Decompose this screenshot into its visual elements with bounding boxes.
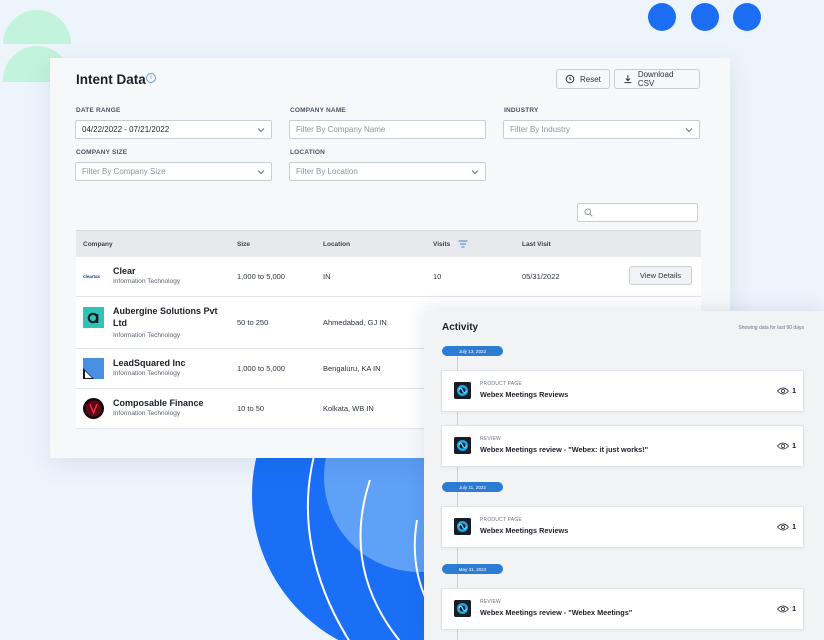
company-name-input[interactable]: Filter By Company Name xyxy=(289,120,486,139)
aubergine-logo xyxy=(83,307,104,328)
decor-dot xyxy=(691,3,719,31)
activity-type: PRODUCT PAGE xyxy=(480,381,522,387)
timeline-date-pill: May 31, 2022 xyxy=(442,564,503,574)
reset-button[interactable]: Reset xyxy=(556,69,610,89)
reset-icon xyxy=(565,74,575,84)
activity-card[interactable]: REVIEW Webex Meetings review - "Webex Me… xyxy=(441,588,804,630)
company-size-label: COMPANY SIZE xyxy=(76,149,128,156)
activity-page-title: Webex Meetings review - "Webex Meetings" xyxy=(480,608,633,617)
industry-label: INDUSTRY xyxy=(504,107,539,114)
table-header: Company Size Location Visits Last Visit xyxy=(76,230,701,257)
date-range-label: DATE RANGE xyxy=(76,107,121,114)
webex-icon xyxy=(454,518,471,535)
column-header-visits[interactable]: Visits xyxy=(433,241,451,248)
download-csv-button[interactable]: Download CSV xyxy=(614,69,700,89)
webex-icon xyxy=(454,600,471,617)
company-size: 1,000 to 5,000 xyxy=(237,272,285,281)
view-count: 1 xyxy=(792,522,797,531)
company-size: 50 to 250 xyxy=(237,318,269,327)
company-name-label: COMPANY NAME xyxy=(290,107,346,114)
download-csv-label: Download CSV xyxy=(637,70,674,88)
company-size: 10 to 50 xyxy=(237,404,265,413)
decor-dot xyxy=(733,3,761,31)
timeline-line xyxy=(457,345,458,640)
eye-icon xyxy=(777,605,789,613)
eye-icon xyxy=(777,387,789,395)
company-location: Bengaluru, KA IN xyxy=(323,364,381,373)
table-search-input[interactable] xyxy=(577,203,698,222)
table-row[interactable]: cleartax Clear Information Technology 1,… xyxy=(76,257,701,297)
search-icon xyxy=(584,208,593,217)
company-location: IN xyxy=(323,272,331,281)
chevron-down-icon xyxy=(257,169,265,174)
company-industry: Information Technology xyxy=(113,370,181,377)
location-label: LOCATION xyxy=(290,149,326,156)
leadsquared-logo xyxy=(83,358,104,379)
company-name: LeadSquared Inc xyxy=(113,358,186,368)
info-icon[interactable]: i xyxy=(146,73,156,83)
activity-card[interactable]: REVIEW Webex Meetings review - "Webex: i… xyxy=(441,425,804,467)
eye-icon xyxy=(777,523,789,531)
column-header-last-visit[interactable]: Last Visit xyxy=(522,241,551,248)
industry-select[interactable]: Filter By Industry xyxy=(503,120,700,139)
cleartax-logo: cleartax xyxy=(83,274,101,279)
company-size-select[interactable]: Filter By Company Size xyxy=(75,162,272,181)
company-location: Ahmedabad, GJ IN xyxy=(323,318,387,327)
industry-placeholder: Filter By Industry xyxy=(510,125,571,134)
view-count: 1 xyxy=(792,441,797,450)
date-range-select[interactable]: 04/22/2022 - 07/21/2022 xyxy=(75,120,272,139)
company-visits: 10 xyxy=(433,272,442,281)
date-range-value: 04/22/2022 - 07/21/2022 xyxy=(82,125,170,134)
view-count: 1 xyxy=(792,604,797,613)
company-industry: Information Technology xyxy=(113,332,181,339)
activity-title: Activity xyxy=(442,322,479,333)
chevron-down-icon xyxy=(257,127,265,132)
company-last-visit: 05/31/2022 xyxy=(522,272,560,281)
reset-label: Reset xyxy=(580,74,601,84)
company-name: Clear xyxy=(113,266,136,276)
activity-card[interactable]: PRODUCT PAGE Webex Meetings Reviews 1 xyxy=(441,370,804,412)
company-industry: Information Technology xyxy=(113,278,181,285)
webex-icon xyxy=(454,382,471,399)
company-location: Kolkata, WB IN xyxy=(323,404,374,413)
activity-panel: Activity Showing data for last 90 days J… xyxy=(424,311,824,640)
activity-page-title: Webex Meetings Reviews xyxy=(480,390,569,399)
download-icon xyxy=(624,75,632,84)
timeline-date-pill: July 13, 2022 xyxy=(442,346,503,356)
activity-type: REVIEW xyxy=(480,436,501,442)
location-placeholder: Filter By Location xyxy=(296,167,358,176)
view-count: 1 xyxy=(792,386,797,395)
chevron-down-icon xyxy=(685,127,693,132)
activity-page-title: Webex Meetings Reviews xyxy=(480,526,569,535)
activity-page-title: Webex Meetings review - "Webex: it just … xyxy=(480,445,649,454)
page-title: Intent Data xyxy=(76,72,146,87)
activity-card[interactable]: PRODUCT PAGE Webex Meetings Reviews 1 xyxy=(441,506,804,548)
column-header-size[interactable]: Size xyxy=(237,241,251,248)
location-select[interactable]: Filter By Location xyxy=(289,162,486,181)
company-name: Composable Finance xyxy=(113,398,204,408)
eye-icon xyxy=(777,442,789,450)
company-size: 1,000 to 5,000 xyxy=(237,364,285,373)
company-name: Aubergine Solutions Pvt Ltd xyxy=(113,306,218,328)
chevron-down-icon xyxy=(471,169,479,174)
activity-range-note: Showing data for last 90 days xyxy=(738,325,804,331)
sort-icon[interactable] xyxy=(458,240,468,248)
webex-icon xyxy=(454,437,471,454)
timeline-date-pill: July 11, 2022 xyxy=(442,482,503,492)
company-name-placeholder: Filter By Company Name xyxy=(296,125,386,134)
company-industry: Information Technology xyxy=(113,410,181,417)
column-header-location[interactable]: Location xyxy=(323,241,351,248)
activity-type: REVIEW xyxy=(480,599,501,605)
decor-mint-shape-top xyxy=(3,10,71,44)
composable-finance-logo xyxy=(83,398,104,419)
view-details-button[interactable]: View Details xyxy=(629,266,692,285)
decor-dot xyxy=(648,3,676,31)
column-header-company[interactable]: Company xyxy=(83,241,113,248)
activity-type: PRODUCT PAGE xyxy=(480,517,522,523)
company-size-placeholder: Filter By Company Size xyxy=(82,167,166,176)
